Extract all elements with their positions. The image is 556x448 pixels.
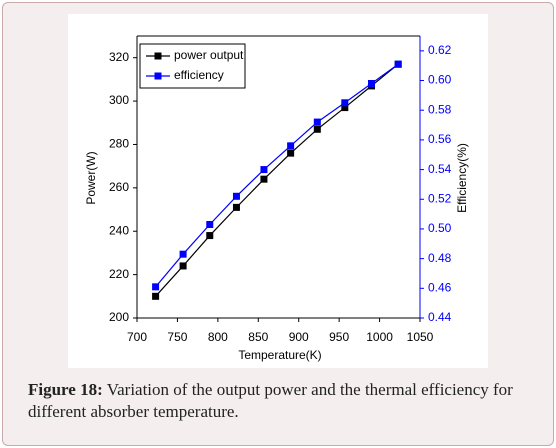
data-point [313, 125, 321, 133]
y2-tick-label: 0.62 [428, 43, 452, 57]
series-line [155, 63, 399, 288]
data-point [367, 79, 375, 87]
y-tick-label: 320 [109, 50, 129, 64]
y2-tick-label: 0.54 [428, 162, 452, 176]
y-tick-label: 240 [109, 223, 129, 237]
caption: Figure 18: Variation of the output power… [28, 379, 528, 423]
data-point [206, 220, 214, 228]
data-point [232, 203, 240, 211]
x-tick-label: 900 [289, 330, 309, 344]
x-axis-label: Temperature(K) [238, 348, 321, 362]
y-tick-label: 300 [109, 93, 129, 107]
y2-tick-label: 0.58 [428, 102, 452, 116]
y2-tick-label: 0.48 [428, 251, 452, 265]
chart-background [68, 14, 488, 368]
data-point [260, 166, 268, 174]
legend-marker [154, 52, 162, 60]
data-point [313, 118, 321, 126]
series-line [155, 63, 399, 297]
y-tick-label: 260 [109, 180, 129, 194]
data-point [394, 60, 402, 68]
chart: Temperature(K) Power(W) Efficiency(%) 70… [68, 14, 488, 368]
legend-box [139, 43, 246, 89]
x-tick-label: 750 [167, 330, 187, 344]
y2-tick-label: 0.44 [428, 310, 452, 324]
x-tick-label: 950 [329, 330, 349, 344]
x-tick-label: 700 [127, 330, 147, 344]
y-tick-label: 280 [109, 137, 129, 151]
legend-label: efficiency [174, 68, 224, 82]
y-tick-label: 200 [109, 310, 129, 324]
y2-tick-label: 0.52 [428, 191, 452, 205]
y-axis-label: Power(W) [84, 151, 98, 204]
data-point [287, 142, 295, 150]
data-point [260, 175, 268, 183]
data-point [232, 192, 240, 200]
data-point [341, 104, 349, 112]
y2-tick-label: 0.46 [428, 280, 452, 294]
legend-marker [154, 72, 162, 80]
x-tick-label: 1050 [407, 330, 434, 344]
data-point [206, 232, 214, 240]
y2-tick-label: 0.50 [428, 221, 452, 235]
caption-label: Figure 18: [28, 380, 103, 399]
data-point [179, 262, 187, 270]
y2-tick-label: 0.60 [428, 73, 452, 87]
y-tick-label: 220 [109, 267, 129, 281]
data-point [341, 99, 349, 107]
y2-axis-label: Efficiency(%) [455, 143, 469, 213]
legend-label: power output [174, 48, 244, 62]
x-tick-label: 800 [208, 330, 228, 344]
y2-tick-label: 0.56 [428, 132, 452, 146]
data-point [179, 250, 187, 258]
data-point [152, 283, 160, 291]
data-point [287, 149, 295, 157]
caption-text: Variation of the output power and the th… [28, 380, 513, 421]
x-tick-label: 850 [248, 330, 268, 344]
x-tick-label: 1000 [366, 330, 393, 344]
data-point [152, 292, 160, 300]
